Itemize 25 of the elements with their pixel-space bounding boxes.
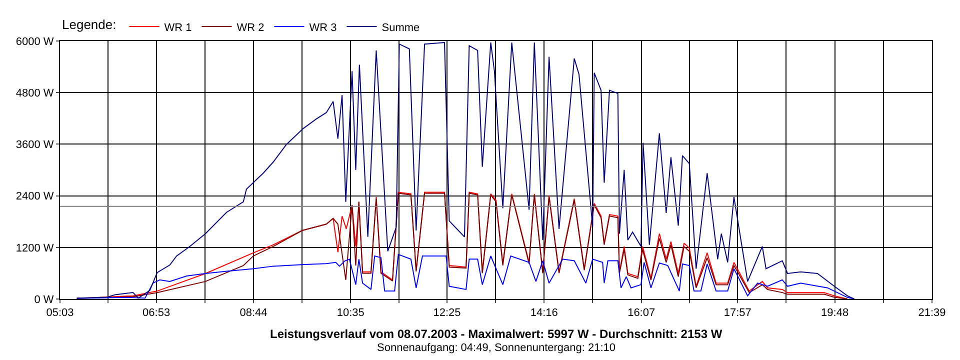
legend-label: WR 2	[236, 22, 264, 34]
x-tick-label: 12:25	[433, 307, 461, 320]
x-tick-label: 19:48	[821, 307, 849, 320]
x-tick-label: 10:35	[336, 307, 364, 320]
x-tick-label: 16:07	[628, 307, 656, 320]
x-tick-label: 05:03	[46, 307, 74, 320]
legend-title: Legende:	[62, 16, 116, 32]
text: Sonnenaufgang: 04:49, Sonnenuntergang: 21:10	[377, 342, 616, 354]
y-tick-label: 4800 W	[16, 87, 54, 100]
x-tick-label: 21:39	[918, 307, 946, 320]
y-tick-label: 3600 W	[16, 139, 54, 152]
x-tick-label: 08:44	[240, 307, 268, 320]
y-tick-label: 0 W	[34, 294, 54, 306]
legend-label: WR 3	[309, 22, 337, 34]
y-tick-label: 1200 W	[16, 242, 54, 254]
y-tick-label: 2400 W	[16, 190, 54, 203]
line-series	[76, 42, 855, 299]
x-tick-label: 06:53	[142, 307, 170, 320]
x-tick-label: 14:16	[530, 307, 558, 320]
y-tick-label: 6000 W	[16, 36, 54, 48]
text: Leistungsverlauf vom 08.07.2003 - Maximalwert: 5997 W - Durchschnitt: 2153 W	[270, 327, 723, 341]
x-tick-label: 17:57	[724, 307, 752, 320]
legend-label: Summe	[382, 22, 420, 34]
line-series	[76, 254, 855, 299]
legend-label: WR 1	[164, 22, 192, 34]
